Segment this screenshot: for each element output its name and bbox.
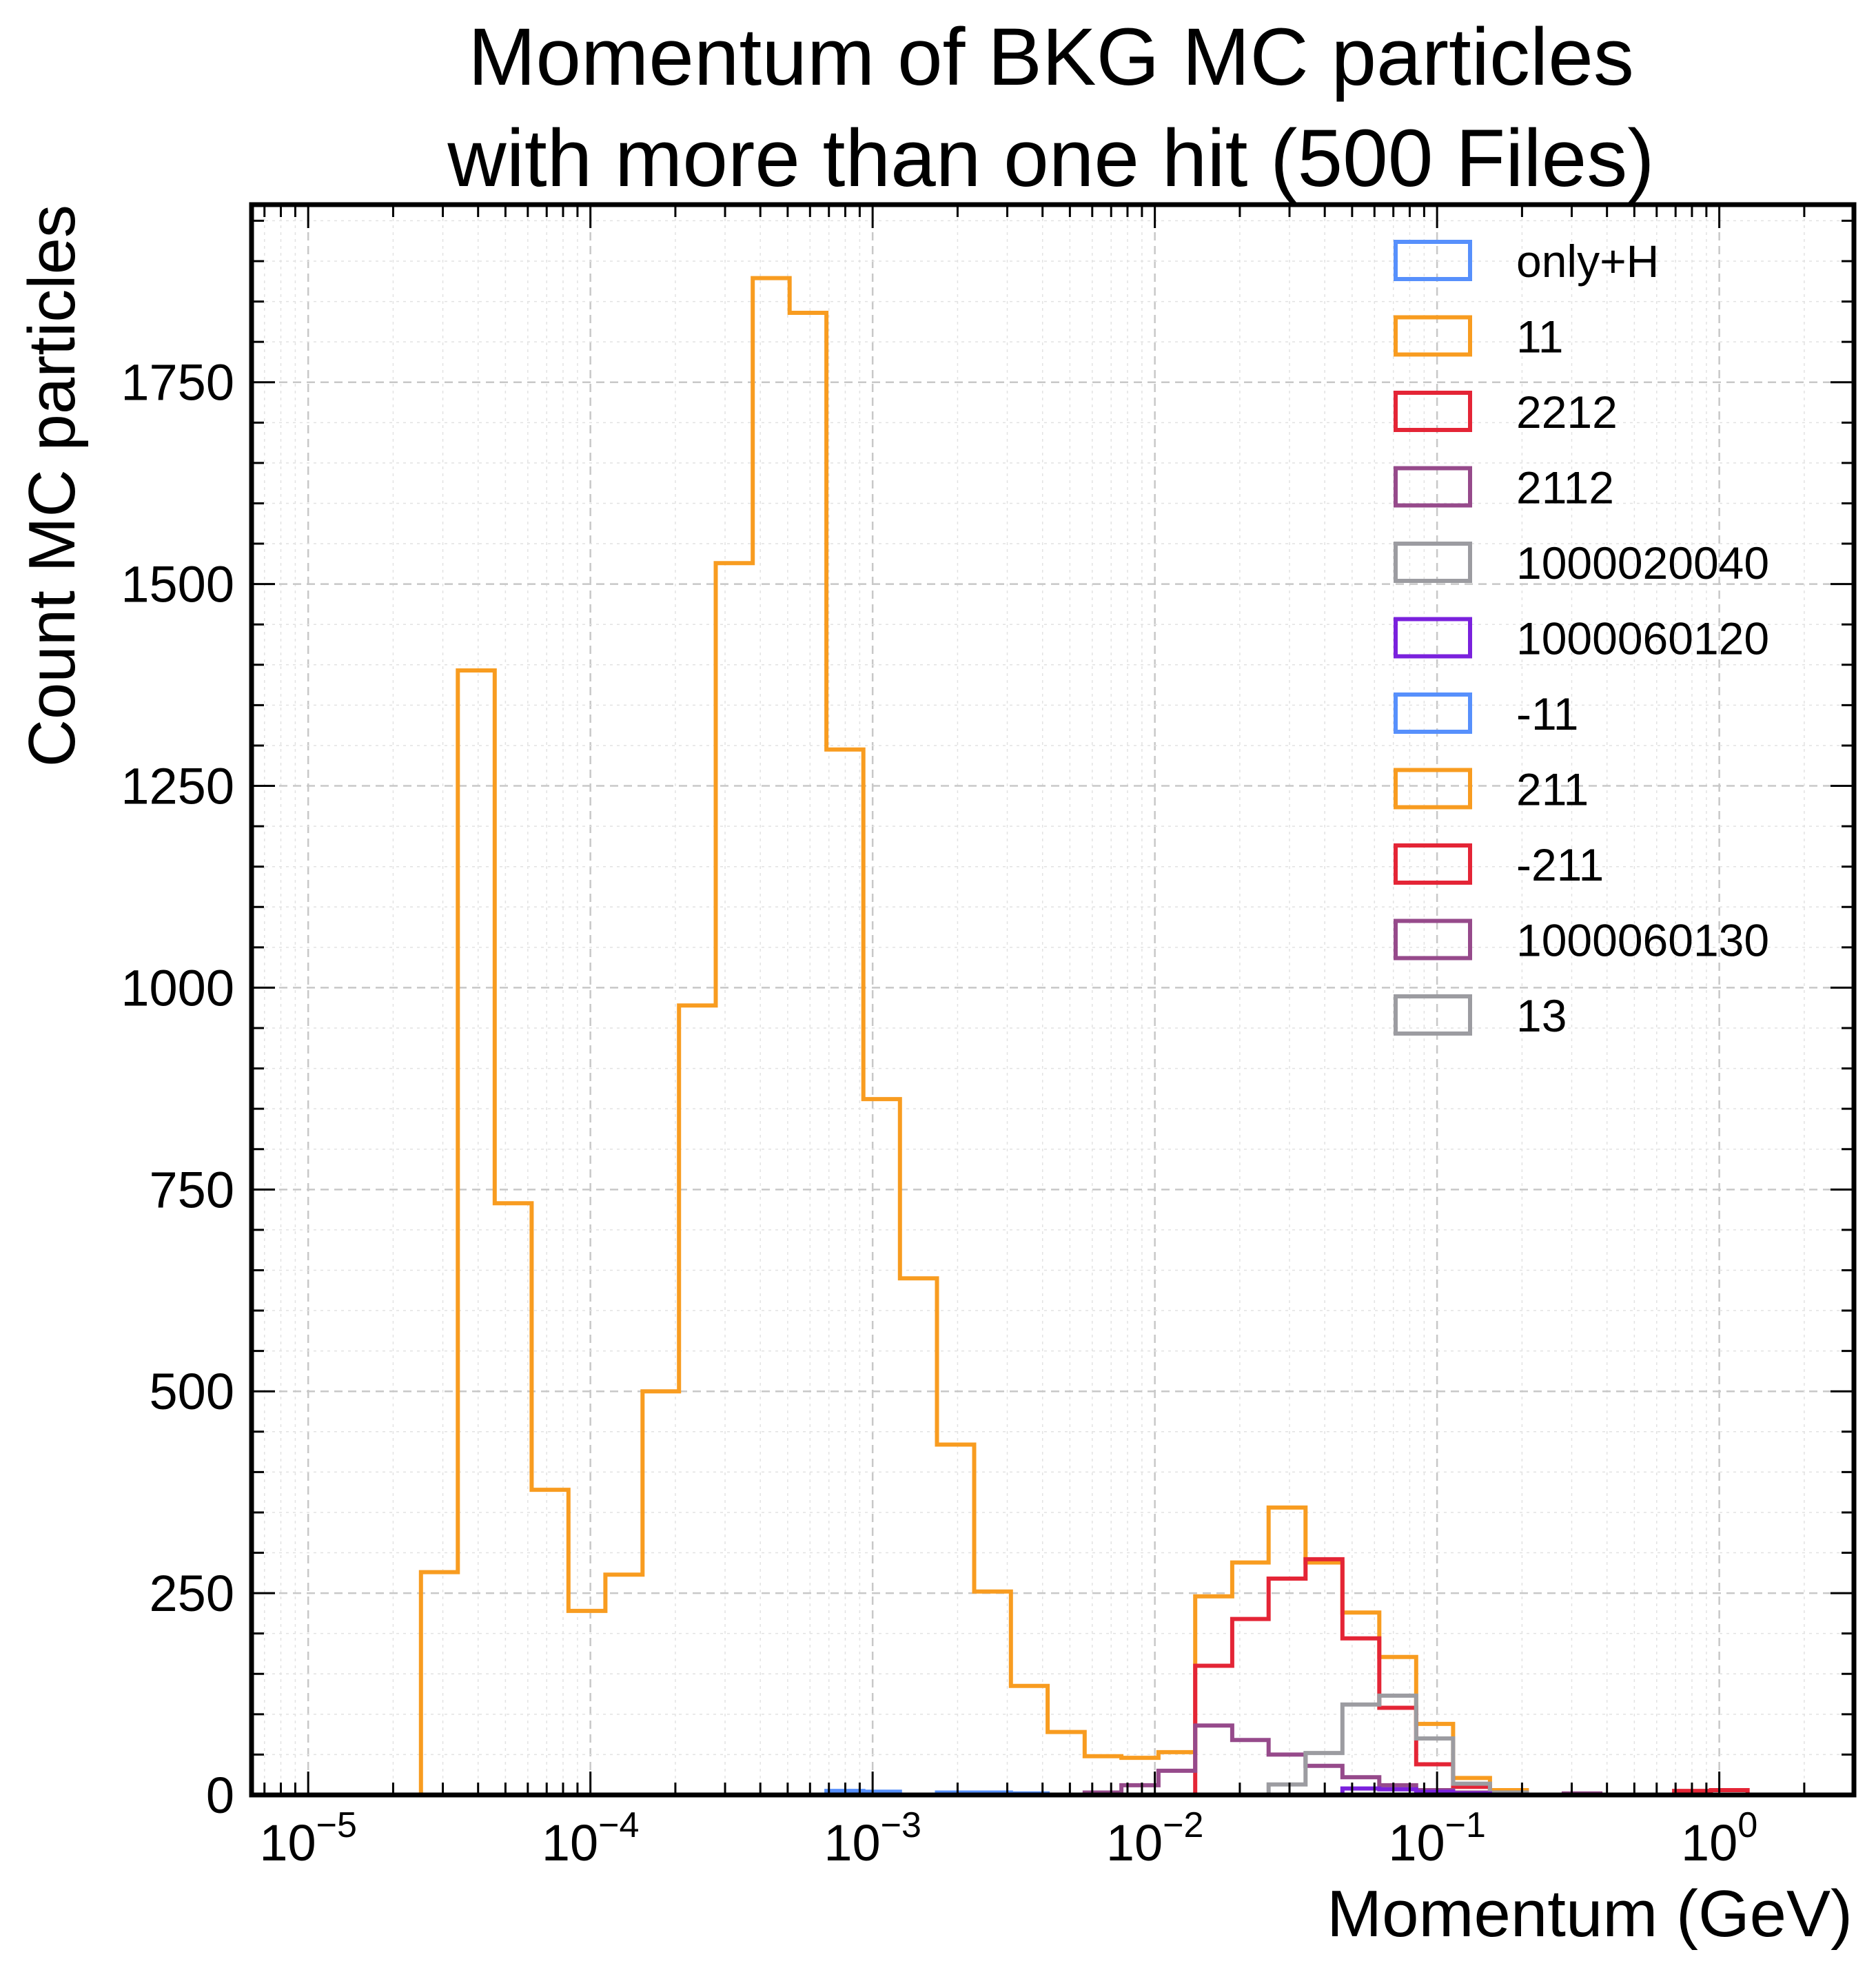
legend-label: only+H (1516, 236, 1659, 287)
grid-lines (252, 205, 1855, 1795)
x-tick-label: 100 (1681, 1805, 1757, 1871)
plot-frame (249, 202, 1857, 1798)
legend-label: 13 (1516, 990, 1567, 1041)
legend-swatch (1394, 391, 1472, 432)
y-tick-label: 1750 (121, 354, 234, 411)
legend-label: -211 (1516, 839, 1604, 890)
y-tick-label: 500 (150, 1363, 234, 1420)
legend: only+H 11 2212 2112 1000020040 1000060120 -11 2… (1394, 236, 1769, 1041)
x-tick-label: 10−2 (1106, 1805, 1204, 1871)
legend-label: 2112 (1516, 462, 1614, 513)
y-tick-label: 750 (150, 1161, 234, 1218)
y-tick-label: 1250 (121, 758, 234, 815)
legend-swatch (1394, 617, 1472, 659)
legend-label: 1000060120 (1516, 613, 1769, 664)
legend-label: 2212 (1516, 387, 1618, 438)
x-tick-labels: 10−5 10−4 10−3 10−2 10−1 100 (259, 1805, 1757, 1871)
x-tick-label: 10−5 (259, 1805, 357, 1871)
legend-swatch (1394, 994, 1472, 1036)
y-tick-label: 1500 (121, 556, 234, 613)
x-tick-label: 10−3 (824, 1805, 921, 1871)
legend-swatch (1394, 843, 1472, 885)
x-axis-label: Momentum (GeV) (1327, 1877, 1853, 1951)
y-tick-label: 1000 (121, 959, 234, 1016)
legend-swatch (1394, 466, 1472, 508)
chart-title-line-2: with more than one hit (500 Files) (447, 113, 1654, 204)
legend-swatch (1394, 918, 1472, 961)
legend-label: -11 (1516, 688, 1579, 739)
legend-label: 11 (1516, 311, 1564, 362)
legend-swatch (1394, 692, 1472, 734)
legend-label: 1000020040 (1516, 537, 1769, 588)
legend-swatch (1394, 542, 1472, 583)
x-tick-label: 10−1 (1388, 1805, 1486, 1871)
y-axis-label: Count MC particles (15, 205, 89, 767)
chart-title-line-1: Momentum of BKG MC particles (468, 12, 1634, 103)
y-tick-label: 250 (150, 1565, 234, 1622)
legend-swatch (1394, 315, 1472, 357)
y-tick-labels: 0 250 500 750 1000 1250 1500 1750 (121, 354, 234, 1824)
legend-label: 211 (1516, 764, 1589, 815)
legend-swatch (1394, 240, 1472, 281)
y-tick-label: 0 (206, 1767, 234, 1824)
legend-swatch (1394, 768, 1472, 810)
x-tick-label: 10−4 (542, 1805, 640, 1871)
legend-label: 1000060130 (1516, 915, 1769, 966)
